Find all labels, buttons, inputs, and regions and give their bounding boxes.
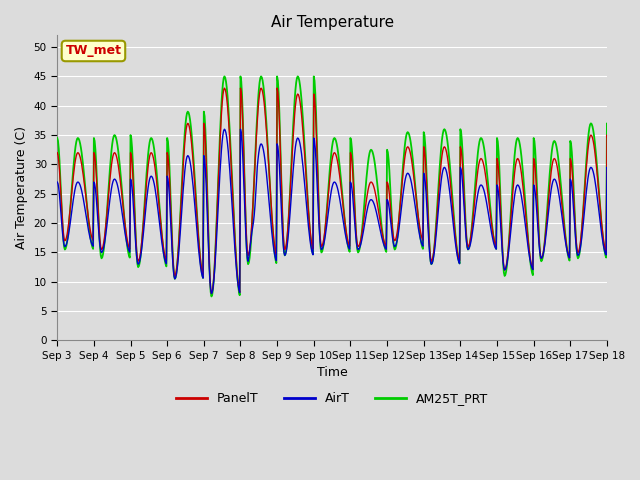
- Text: TW_met: TW_met: [65, 45, 122, 58]
- Title: Air Temperature: Air Temperature: [271, 15, 394, 30]
- X-axis label: Time: Time: [317, 366, 348, 379]
- Legend: PanelT, AirT, AM25T_PRT: PanelT, AirT, AM25T_PRT: [171, 387, 493, 410]
- Y-axis label: Air Temperature (C): Air Temperature (C): [15, 126, 28, 250]
